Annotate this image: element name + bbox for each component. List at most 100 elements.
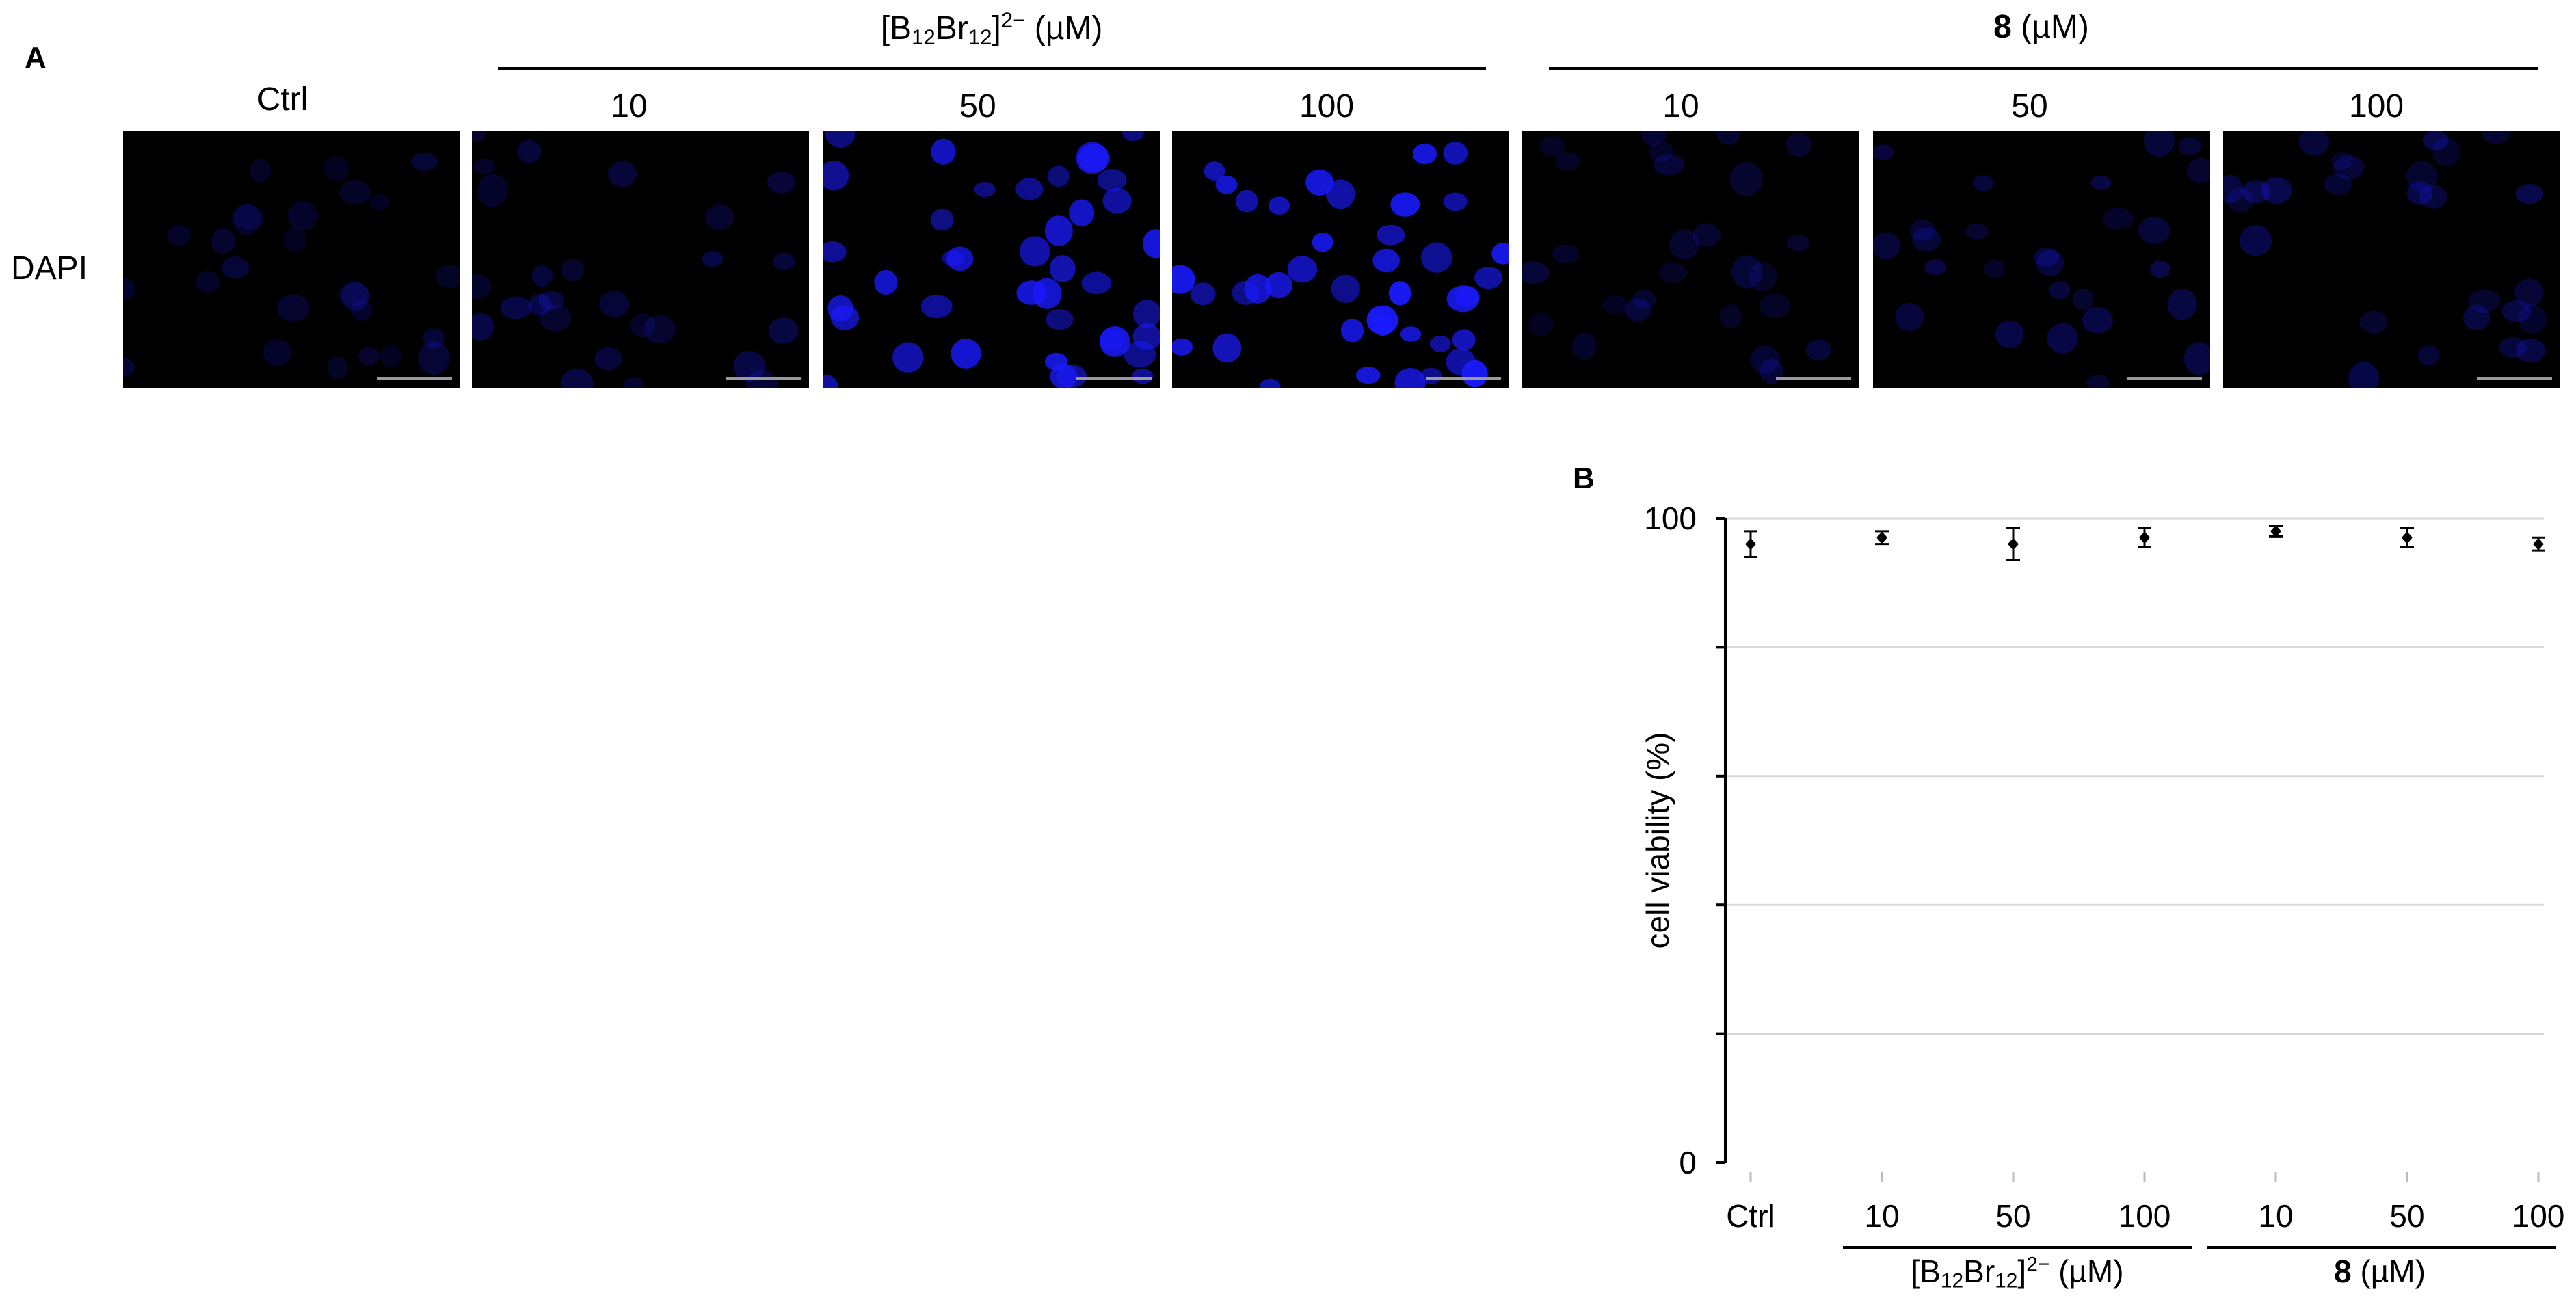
nucleus bbox=[1972, 175, 1994, 191]
scale-bar bbox=[1426, 377, 1501, 380]
col-label-dose: 50 bbox=[959, 88, 996, 124]
nucleus bbox=[2034, 247, 2060, 267]
nucleus bbox=[1751, 345, 1779, 374]
nucleus bbox=[1571, 332, 1597, 360]
nucleus bbox=[123, 358, 135, 378]
nucleus bbox=[1078, 144, 1110, 173]
nucleus bbox=[472, 313, 494, 341]
nucleus bbox=[528, 293, 552, 315]
nucleus bbox=[283, 227, 306, 252]
nucleus bbox=[249, 159, 271, 183]
x-tick-label: 100 bbox=[2512, 1198, 2565, 1234]
nucleus bbox=[2261, 177, 2292, 204]
nucleus bbox=[767, 172, 796, 194]
nucleus bbox=[1452, 329, 1476, 351]
nucleus bbox=[1016, 280, 1047, 305]
data-point bbox=[2139, 531, 2150, 544]
nucleus bbox=[1748, 261, 1777, 292]
nucleus bbox=[473, 158, 495, 174]
compound-8: 8 bbox=[2334, 1254, 2352, 1289]
nucleus bbox=[1050, 363, 1078, 388]
nucleus bbox=[1760, 293, 1791, 318]
nucleus bbox=[2407, 181, 2433, 205]
group-rule-b12br12 bbox=[498, 67, 1486, 70]
nucleus bbox=[435, 265, 460, 288]
nucleus bbox=[1204, 161, 1225, 181]
nucleus bbox=[1474, 267, 1503, 289]
panel-b-letter: B bbox=[1573, 462, 1595, 495]
nucleus bbox=[1400, 326, 1422, 342]
nucleus bbox=[1785, 133, 1812, 157]
data-point-group bbox=[2006, 527, 2020, 561]
nucleus bbox=[2102, 207, 2134, 230]
nucleus bbox=[630, 313, 656, 339]
nucleus bbox=[1235, 189, 1258, 213]
nucleus bbox=[2167, 289, 2197, 321]
nucleus bbox=[2049, 281, 2071, 300]
nucleus bbox=[594, 347, 622, 371]
nucleus bbox=[1331, 274, 1360, 303]
nucleus bbox=[2518, 304, 2547, 334]
b12br12-sup: 2− bbox=[1000, 8, 1026, 32]
nucleus bbox=[351, 300, 373, 321]
nucleus bbox=[1212, 333, 1242, 363]
nucleus bbox=[2516, 338, 2546, 363]
nucleus bbox=[2348, 362, 2380, 388]
nucleus bbox=[2515, 184, 2544, 204]
nucleus bbox=[211, 228, 236, 254]
nucleus bbox=[380, 345, 402, 368]
panel-a-letter: A bbox=[25, 41, 47, 75]
nucleus bbox=[1555, 152, 1581, 171]
nucleus bbox=[704, 204, 734, 230]
y-tick-label: 100 bbox=[1644, 501, 1697, 536]
scale-bar bbox=[726, 377, 801, 380]
nucleus bbox=[1443, 192, 1468, 211]
b12br12-sub2: 12 bbox=[968, 25, 992, 49]
nucleus bbox=[1232, 280, 1260, 305]
nucleus bbox=[1132, 368, 1154, 384]
y-ticks: 0 100 bbox=[1644, 501, 1725, 1180]
nucleus bbox=[1268, 196, 1290, 215]
nucleus bbox=[277, 294, 310, 322]
nucleus bbox=[2223, 174, 2244, 204]
group-unit: (µM) bbox=[2021, 9, 2089, 45]
col-label-dose: 10 bbox=[611, 88, 648, 124]
nucleus bbox=[1654, 153, 1685, 176]
chart-group-label-b12br12: [B12Br12]2− (µM) bbox=[1911, 1253, 2124, 1293]
x-tick-label: 50 bbox=[1995, 1198, 2030, 1234]
chart-group-rule-b12br12 bbox=[1843, 1246, 2192, 1249]
b12br12-sub2: 12 bbox=[1995, 1269, 2018, 1293]
nucleus bbox=[560, 368, 594, 388]
nucleus bbox=[1340, 319, 1364, 343]
gridlines bbox=[1725, 517, 2544, 1035]
nucleus bbox=[339, 180, 371, 205]
nucleus bbox=[1911, 227, 1941, 252]
nucleus bbox=[1443, 142, 1468, 165]
nucleus bbox=[561, 259, 585, 282]
nucleus bbox=[1602, 295, 1628, 314]
nucleus bbox=[643, 315, 676, 344]
micrograph-8-50 bbox=[1873, 131, 2210, 388]
nucleus bbox=[974, 181, 996, 198]
nucleus bbox=[2406, 161, 2438, 193]
nucleus bbox=[608, 161, 637, 187]
nucleus bbox=[1015, 178, 1044, 200]
nucleus bbox=[1142, 229, 1160, 259]
nucleus bbox=[323, 156, 349, 181]
nucleus bbox=[2240, 225, 2272, 256]
x-tick-label: Ctrl bbox=[1726, 1198, 1775, 1234]
nucleus bbox=[733, 350, 765, 382]
col-label-dose: 100 bbox=[2348, 88, 2404, 124]
chart-group-rule-8 bbox=[2207, 1246, 2556, 1249]
nucleus bbox=[2501, 300, 2532, 323]
col-label-dose: 50 bbox=[2011, 88, 2048, 124]
nucleus bbox=[1552, 244, 1579, 264]
nucleus bbox=[2144, 131, 2175, 157]
data-point-group bbox=[1875, 530, 1889, 546]
nucleus bbox=[1719, 304, 1742, 328]
micrograph-8-10 bbox=[1522, 131, 1859, 388]
nucleus bbox=[2422, 131, 2449, 150]
nucleus bbox=[1372, 314, 1393, 336]
b12br12-base: B bbox=[1920, 1254, 1941, 1289]
nucleus bbox=[1355, 367, 1381, 384]
